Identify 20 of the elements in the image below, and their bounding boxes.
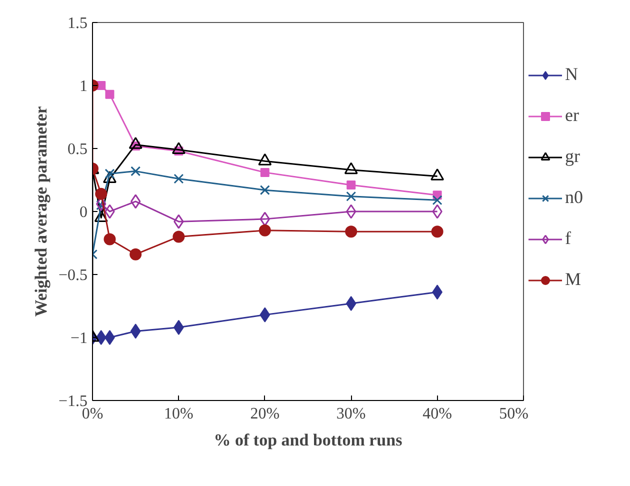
legend-label: f: [565, 228, 572, 249]
x-tick-label: 30%: [336, 406, 366, 422]
y-tick-label: 0.5: [68, 141, 88, 158]
x-tick-label: 50%: [499, 406, 528, 422]
x-tick-label: 40%: [422, 406, 452, 422]
legend-label: M: [565, 269, 582, 290]
legend-label: N: [565, 64, 579, 85]
legend-label: gr: [565, 146, 581, 167]
x-tick-label: 0%: [82, 406, 104, 422]
y-tick-label: 0: [80, 204, 88, 221]
x-tick-label: 20%: [250, 406, 280, 422]
y-axis-title: Weighted average parameter: [31, 106, 50, 317]
x-tick-label: 10%: [164, 406, 194, 422]
y-tick-label: −0.5: [58, 267, 88, 284]
legend-label: er: [565, 105, 580, 126]
legend-label: n0: [565, 187, 584, 208]
y-tick-label: 1.5: [68, 15, 88, 32]
y-tick-label: 1: [80, 78, 88, 95]
x-axis-title: % of top and bottom runs: [214, 430, 403, 450]
y-tick-label: −1: [70, 330, 88, 347]
